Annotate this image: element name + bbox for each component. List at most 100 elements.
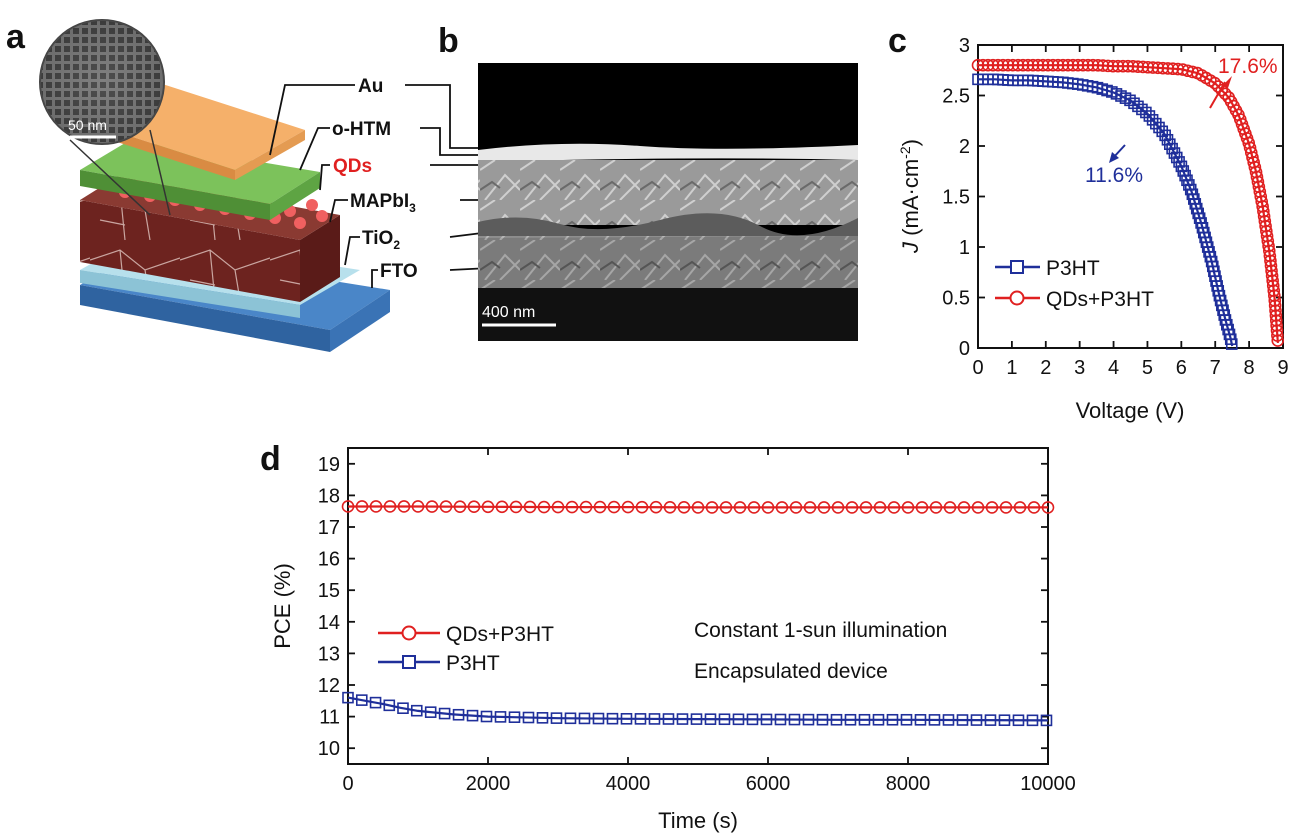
c-data-point-1 <box>1096 59 1110 72</box>
d-data-point-0 <box>481 500 495 514</box>
d-data-point-0 <box>985 501 999 514</box>
axis-ticks-c: 0 1 2 3 4 5 6 7 8 9 0 0.5 1 1.5 2 2.5 3 <box>942 35 1288 379</box>
d-data-point-1 <box>606 712 619 725</box>
c-x-tick-label: 2 <box>1040 357 1051 379</box>
arrowhead-qds <box>1222 76 1232 88</box>
layer-label-mapbi3: MAPbI3 <box>350 191 416 215</box>
c-data-point-1 <box>1141 60 1155 74</box>
layer-label-fto: FTO <box>380 261 418 282</box>
c-data-point-1 <box>1269 309 1283 322</box>
c-data-point-1 <box>1268 289 1281 302</box>
c-data-point-1 <box>1046 58 1060 72</box>
panel-b: b 400 nm <box>438 22 858 341</box>
c-y-tick-label: 2.5 <box>942 86 970 108</box>
d-data-point-1 <box>620 712 633 725</box>
d-y-tick-label: 15 <box>318 580 340 602</box>
d-data-point-1 <box>704 713 717 725</box>
d-data-point-0 <box>635 500 649 514</box>
c-data-point-1 <box>1252 180 1266 194</box>
d-x-tick-label: 4000 <box>606 773 651 795</box>
c-data-point-1 <box>1261 234 1275 248</box>
y-axis-title-c: J (mA·cm-2) <box>897 139 923 254</box>
d-data-point-1 <box>410 704 423 717</box>
d-data-point-1 <box>634 713 647 725</box>
sem-tio2-layer <box>478 213 858 238</box>
c-data-point-0 <box>1140 106 1152 119</box>
panel-letter-c: c <box>888 22 907 60</box>
d-data-point-0 <box>1041 501 1055 514</box>
d-data-point-1 <box>886 713 899 726</box>
d-data-point-1 <box>830 713 843 726</box>
d-data-point-0 <box>453 500 467 513</box>
tem-scale-label: 50 nm <box>68 117 107 133</box>
d-data-point-1 <box>369 696 382 709</box>
layer-label-tio2: TiO2 <box>362 228 400 252</box>
d-data-point-1 <box>746 713 759 726</box>
c-data-point-1 <box>1036 58 1050 72</box>
c-data-point-1 <box>1121 59 1135 73</box>
d-data-point-1 <box>690 713 703 725</box>
c-data-point-1 <box>1255 195 1268 208</box>
layer-ohtm-top <box>80 140 320 204</box>
d-data-point-1 <box>676 713 689 725</box>
d-data-point-0 <box>873 501 887 514</box>
c-data-point-1 <box>991 58 1005 72</box>
c-data-point-0 <box>1136 103 1148 116</box>
d-x-tick-label: 10000 <box>1020 773 1076 795</box>
c-data-point-1 <box>1271 334 1285 347</box>
c-data-point-1 <box>1056 58 1070 72</box>
d-data-point-0 <box>649 500 663 514</box>
c-x-tick-label: 5 <box>1142 357 1153 379</box>
c-data-point-1 <box>1156 61 1170 75</box>
d-data-point-0 <box>467 500 481 514</box>
d-data-point-1 <box>956 714 969 726</box>
d-data-point-1 <box>788 713 801 726</box>
d-data-point-0 <box>383 500 397 513</box>
c-data-point-1 <box>1265 264 1278 278</box>
d-data-point-0 <box>621 500 635 514</box>
d-data-point-0 <box>523 500 537 514</box>
c-data-point-1 <box>1131 60 1145 73</box>
d-data-point-0 <box>1013 501 1027 514</box>
d-data-point-1 <box>578 712 591 725</box>
d-data-point-1 <box>383 699 396 712</box>
x-axis-title-c: Voltage (V) <box>1076 398 1185 423</box>
d-data-point-1 <box>564 712 577 725</box>
legend-c: P3HT QDs+P3HT <box>995 257 1154 311</box>
c-data-point-1 <box>1257 210 1271 223</box>
c-data-point-1 <box>1251 175 1265 189</box>
annotation-illumination: Constant 1-sun illumination <box>694 619 947 642</box>
c-data-point-1 <box>1249 165 1263 179</box>
d-x-tick-label: 6000 <box>746 773 791 795</box>
d-data-point-1 <box>914 714 927 726</box>
c-data-point-0 <box>1150 117 1162 130</box>
c-data-point-1 <box>1268 294 1282 307</box>
layer-label-au: Au <box>358 76 383 97</box>
arrow-qds <box>1209 81 1226 109</box>
d-data-point-1 <box>970 714 983 726</box>
d-data-point-1 <box>494 711 507 723</box>
c-x-tick-label: 9 <box>1277 357 1288 379</box>
c-data-point-1 <box>1263 249 1277 263</box>
d-data-point-0 <box>719 501 733 514</box>
d-y-tick-label: 16 <box>318 549 340 571</box>
d-data-point-0 <box>733 501 747 514</box>
d-data-point-1 <box>466 709 479 722</box>
d-data-point-0 <box>509 500 523 514</box>
d-data-point-0 <box>425 500 439 513</box>
d-series-line-1 <box>347 696 1049 722</box>
c-data-point-0 <box>1128 97 1140 110</box>
d-data-point-1 <box>718 713 731 726</box>
c-data-point-1 <box>981 58 995 72</box>
c-y-tick-label: 0 <box>959 338 970 360</box>
sem-scale-label: 400 nm <box>482 304 535 321</box>
c-data-point-1 <box>1091 58 1105 72</box>
c-y-tick-label: 2 <box>959 136 970 158</box>
panel-a: a <box>6 18 491 352</box>
d-data-point-0 <box>845 501 859 514</box>
c-data-point-1 <box>1260 224 1273 238</box>
c-data-point-1 <box>1258 214 1272 228</box>
d-data-point-1 <box>872 713 885 726</box>
panel-c-jv-chart: c 0 1 2 3 4 5 6 7 8 9 0 0.5 1 1.5 2 2.5 3 Voltage (V) J … <box>888 22 1289 423</box>
c-data-point-1 <box>996 58 1010 72</box>
